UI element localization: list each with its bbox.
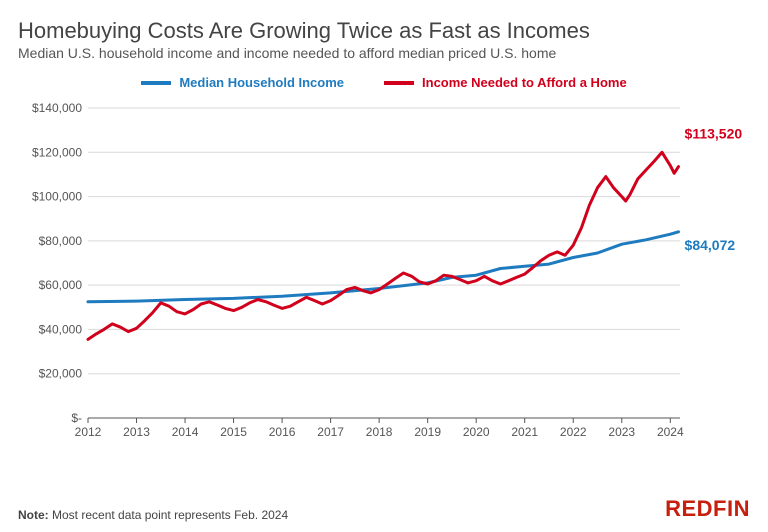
svg-text:2018: 2018 <box>366 425 393 439</box>
svg-text:$60,000: $60,000 <box>39 278 83 292</box>
legend-label-a: Median Household Income <box>179 75 344 90</box>
svg-text:2024: 2024 <box>657 425 684 439</box>
svg-text:$40,000: $40,000 <box>39 323 83 337</box>
chart-subtitle: Median U.S. household income and income … <box>18 45 750 61</box>
svg-text:2013: 2013 <box>123 425 150 439</box>
svg-text:2014: 2014 <box>172 425 199 439</box>
svg-text:2015: 2015 <box>220 425 247 439</box>
svg-text:$100,000: $100,000 <box>32 190 82 204</box>
legend-item-income-needed: Income Needed to Afford a Home <box>384 75 627 90</box>
legend-swatch-a <box>141 81 171 85</box>
legend-label-b: Income Needed to Afford a Home <box>422 75 627 90</box>
svg-text:$20,000: $20,000 <box>39 367 83 381</box>
svg-text:2019: 2019 <box>414 425 441 439</box>
svg-text:$113,520: $113,520 <box>685 126 743 142</box>
legend-swatch-b <box>384 81 414 85</box>
svg-text:$-: $- <box>71 411 82 425</box>
svg-text:2021: 2021 <box>511 425 538 439</box>
footer: Note: Most recent data point represents … <box>18 496 750 522</box>
svg-text:$84,072: $84,072 <box>685 237 736 253</box>
legend-item-median-income: Median Household Income <box>141 75 344 90</box>
svg-text:$80,000: $80,000 <box>39 234 83 248</box>
footnote-text: Most recent data point represents Feb. 2… <box>49 508 288 522</box>
footnote-label: Note: <box>18 508 49 522</box>
svg-text:2012: 2012 <box>75 425 102 439</box>
svg-text:2020: 2020 <box>463 425 490 439</box>
svg-text:$140,000: $140,000 <box>32 101 82 115</box>
redfin-logo: REDFIN <box>665 496 750 522</box>
svg-text:2016: 2016 <box>269 425 296 439</box>
legend: Median Household Income Income Needed to… <box>18 71 750 98</box>
svg-text:2017: 2017 <box>317 425 344 439</box>
chart-container: Homebuying Costs Are Growing Twice as Fa… <box>0 0 768 532</box>
chart-svg: $- $20,000 $40,000 $60,000 $80,000 $100,000 $1… <box>18 98 750 448</box>
footnote: Note: Most recent data point represents … <box>18 508 288 522</box>
chart-title: Homebuying Costs Are Growing Twice as Fa… <box>18 18 750 43</box>
svg-text:2023: 2023 <box>608 425 635 439</box>
svg-text:2022: 2022 <box>560 425 587 439</box>
chart-plot: $- $20,000 $40,000 $60,000 $80,000 $100,000 $1… <box>18 98 750 448</box>
svg-text:$120,000: $120,000 <box>32 146 82 160</box>
